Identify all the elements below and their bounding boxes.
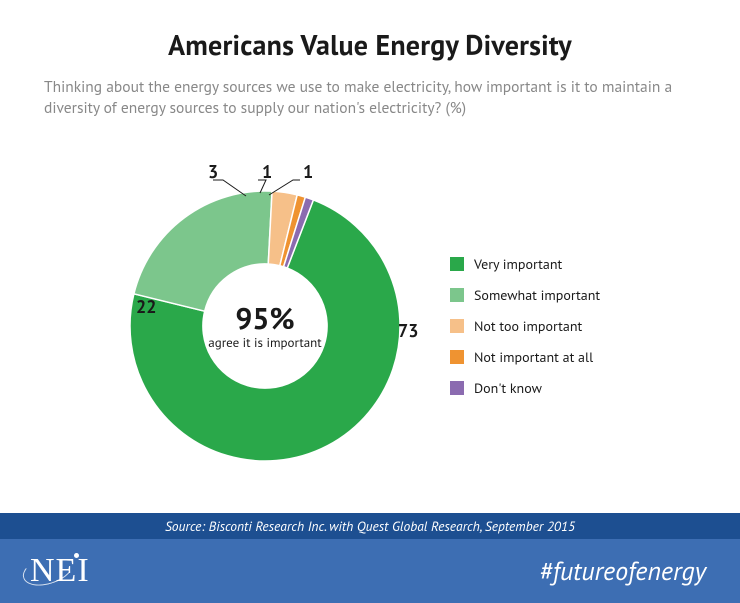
swatch-icon xyxy=(450,381,464,395)
brand-bar: NEI #futureofenergy xyxy=(0,539,740,603)
survey-question: Thinking about the energy sources we use… xyxy=(44,77,696,119)
donut-chart: 95% agree it is important xyxy=(130,191,400,461)
legend-item-dont-know: Don't know xyxy=(450,379,600,397)
legend-label: Very important xyxy=(474,255,562,273)
donut-slice xyxy=(134,191,272,311)
slice-label-somewhat-important: 22 xyxy=(136,295,156,318)
legend-label: Somewhat important xyxy=(474,286,600,304)
slice-label-not-important-at-all: 1 xyxy=(262,160,272,183)
legend-label: Don't know xyxy=(474,379,542,397)
slice-label-very-important: 73 xyxy=(398,319,418,342)
hashtag: #futureofenergy xyxy=(539,555,706,588)
swatch-icon xyxy=(450,257,464,271)
source-citation: Source: Bisconti Research Inc. with Ques… xyxy=(0,513,740,539)
legend-item-very-important: Very important xyxy=(450,255,600,273)
legend-label: Not too important xyxy=(474,317,582,335)
legend-label: Not important at all xyxy=(474,348,593,366)
center-caption: agree it is important xyxy=(205,336,325,351)
footer: Source: Bisconti Research Inc. with Ques… xyxy=(0,513,740,603)
swatch-icon xyxy=(450,319,464,333)
center-percentage: 95% xyxy=(205,299,325,338)
chart-area: 95% agree it is important 73 22 3 1 1 Ve… xyxy=(0,161,740,501)
legend-item-not-too-important: Not too important xyxy=(450,317,600,335)
swatch-icon xyxy=(450,350,464,364)
legend-item-not-important-at-all: Not important at all xyxy=(450,348,600,366)
legend-item-somewhat-important: Somewhat important xyxy=(450,286,600,304)
page-title: Americans Value Energy Diversity xyxy=(0,26,740,63)
donut-center: 95% agree it is important xyxy=(205,299,325,351)
swatch-icon xyxy=(450,288,464,302)
legend: Very important Somewhat important Not to… xyxy=(450,255,600,410)
slice-label-dont-know: 1 xyxy=(303,160,313,183)
slice-label-not-too-important: 3 xyxy=(208,160,218,183)
nei-logo: NEI xyxy=(28,552,90,590)
